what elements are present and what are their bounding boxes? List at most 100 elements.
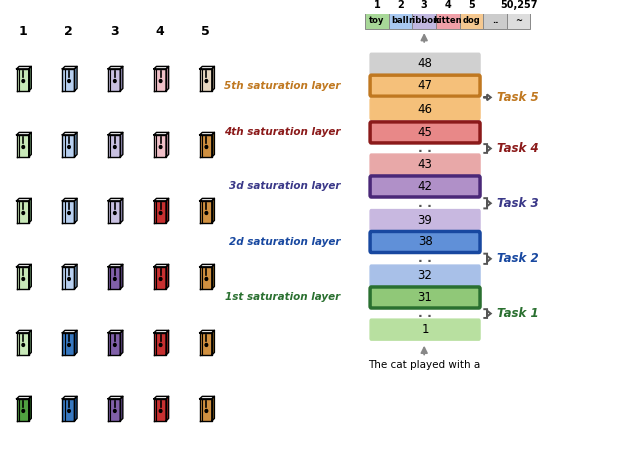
Polygon shape	[108, 69, 120, 91]
FancyBboxPatch shape	[370, 53, 480, 74]
Polygon shape	[154, 133, 168, 135]
Polygon shape	[74, 198, 77, 223]
Text: ball: ball	[392, 16, 410, 25]
Polygon shape	[120, 198, 123, 223]
Text: 45: 45	[418, 126, 433, 139]
Text: Task 4: Task 4	[497, 142, 539, 155]
Polygon shape	[17, 396, 31, 399]
Polygon shape	[200, 396, 214, 399]
Polygon shape	[200, 330, 214, 333]
Polygon shape	[120, 264, 123, 289]
Text: 3: 3	[421, 0, 428, 10]
FancyBboxPatch shape	[370, 75, 480, 96]
Text: 38: 38	[418, 235, 433, 249]
Text: 5th saturation layer: 5th saturation layer	[224, 81, 340, 91]
Polygon shape	[200, 69, 212, 91]
Circle shape	[205, 212, 207, 214]
Text: Task 1: Task 1	[497, 307, 539, 320]
Polygon shape	[62, 267, 74, 289]
Circle shape	[68, 344, 70, 346]
Polygon shape	[120, 396, 123, 421]
Polygon shape	[17, 133, 31, 135]
Text: 2d saturation layer: 2d saturation layer	[229, 237, 340, 247]
Bar	[460, 12, 483, 29]
Polygon shape	[62, 264, 77, 267]
Polygon shape	[29, 198, 31, 223]
Text: 4th saturation layer: 4th saturation layer	[224, 127, 340, 137]
Circle shape	[159, 79, 162, 82]
Polygon shape	[74, 66, 77, 91]
Text: ribbon: ribbon	[409, 16, 440, 25]
Polygon shape	[108, 396, 123, 399]
Polygon shape	[17, 399, 29, 421]
Polygon shape	[154, 201, 166, 223]
Polygon shape	[154, 69, 166, 91]
Text: 32: 32	[418, 269, 433, 282]
Polygon shape	[166, 66, 168, 91]
Text: 47: 47	[417, 79, 433, 92]
Polygon shape	[166, 264, 168, 289]
Text: 3d saturation layer: 3d saturation layer	[229, 181, 340, 191]
Text: toy: toy	[369, 16, 385, 25]
Polygon shape	[212, 198, 214, 223]
Polygon shape	[212, 396, 214, 421]
Text: 2: 2	[64, 24, 73, 38]
Polygon shape	[62, 330, 77, 333]
Polygon shape	[200, 399, 212, 421]
Polygon shape	[166, 330, 168, 355]
Circle shape	[68, 409, 70, 412]
Polygon shape	[17, 66, 31, 69]
Text: 46: 46	[417, 102, 433, 116]
FancyBboxPatch shape	[370, 319, 480, 340]
Circle shape	[205, 344, 207, 346]
Circle shape	[68, 212, 70, 214]
Polygon shape	[200, 198, 214, 201]
Polygon shape	[154, 330, 168, 333]
Text: 1: 1	[19, 24, 27, 38]
Text: ~: ~	[515, 16, 522, 25]
Polygon shape	[154, 333, 166, 355]
Circle shape	[113, 212, 116, 214]
Text: Task 2: Task 2	[497, 252, 539, 265]
Circle shape	[22, 344, 24, 346]
Polygon shape	[29, 66, 31, 91]
Bar	[436, 12, 460, 29]
Text: 48: 48	[418, 57, 433, 70]
Polygon shape	[108, 135, 120, 157]
Polygon shape	[62, 198, 77, 201]
Polygon shape	[108, 198, 123, 201]
Polygon shape	[62, 201, 74, 223]
FancyBboxPatch shape	[370, 122, 480, 143]
Bar	[365, 12, 388, 29]
Text: 1: 1	[374, 0, 380, 10]
Polygon shape	[154, 66, 168, 69]
Polygon shape	[62, 69, 74, 91]
FancyBboxPatch shape	[370, 210, 480, 231]
Text: . .: . .	[418, 307, 432, 320]
Circle shape	[22, 277, 24, 281]
FancyBboxPatch shape	[370, 154, 480, 175]
FancyBboxPatch shape	[370, 176, 480, 197]
Text: 31: 31	[418, 291, 433, 304]
Text: 43: 43	[418, 158, 433, 171]
Polygon shape	[17, 267, 29, 289]
Polygon shape	[17, 330, 31, 333]
Text: 5: 5	[202, 24, 210, 38]
Polygon shape	[108, 264, 123, 267]
Polygon shape	[200, 267, 212, 289]
Polygon shape	[29, 133, 31, 157]
FancyBboxPatch shape	[370, 99, 480, 119]
Text: dog: dog	[463, 16, 480, 25]
Circle shape	[22, 409, 24, 412]
Circle shape	[113, 344, 116, 346]
Polygon shape	[29, 396, 31, 421]
Polygon shape	[74, 264, 77, 289]
Polygon shape	[200, 264, 214, 267]
Circle shape	[22, 79, 24, 82]
Polygon shape	[200, 201, 212, 223]
Circle shape	[113, 79, 116, 82]
Polygon shape	[120, 133, 123, 157]
Text: . .: . .	[418, 142, 432, 155]
Circle shape	[68, 277, 70, 281]
Polygon shape	[17, 201, 29, 223]
